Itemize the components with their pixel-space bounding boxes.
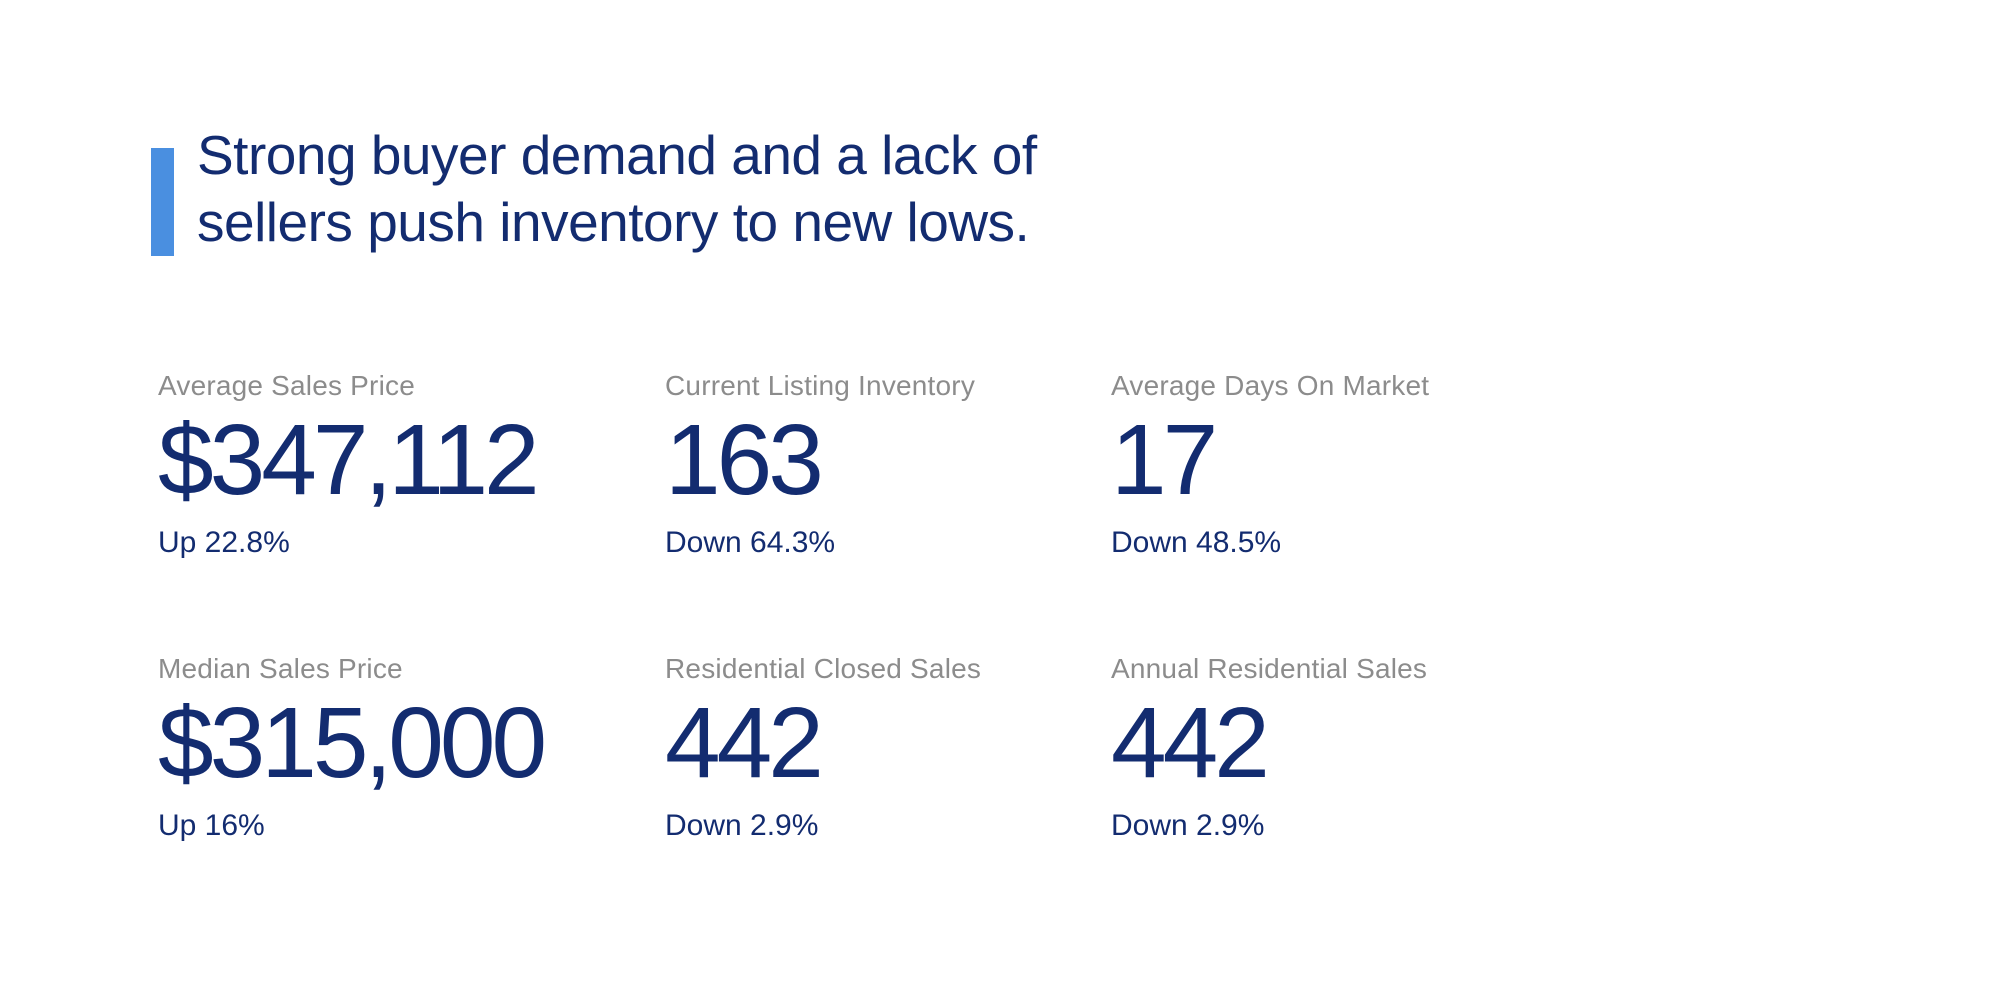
- stat-value: 442: [1111, 687, 1270, 799]
- stat-change: Down 48.5%: [1111, 526, 1282, 559]
- stat-value: $315,000: [158, 687, 547, 799]
- stat-label: Annual Residential Sales: [1111, 653, 1428, 684]
- stat-label: Current Listing Inventory: [665, 370, 976, 401]
- headline-line-2: sellers push inventory to new lows.: [197, 191, 1030, 253]
- stat-change: Down 64.3%: [665, 526, 836, 559]
- stat-card-average-days-on-market: Average Days On Market 17 Down 48.5%: [1111, 372, 1429, 558]
- stat-value: 163: [665, 404, 824, 516]
- stat-change: Up 22.8%: [158, 526, 290, 559]
- stat-label: Residential Closed Sales: [665, 653, 982, 684]
- stat-card-median-sales-price: Median Sales Price $315,000 Up 16%: [158, 653, 547, 842]
- stat-value: 442: [665, 687, 824, 799]
- stat-label: Average Sales Price: [158, 370, 415, 401]
- stat-value: $347,112: [158, 404, 540, 516]
- stat-value: 17: [1111, 404, 1218, 516]
- headline-line-1: Strong buyer demand and a lack of: [197, 124, 1037, 186]
- stat-card-average-sales-price: Average Sales Price $347,112 Up 22.8%: [158, 370, 540, 559]
- stat-card-current-listing-inventory: Current Listing Inventory 163 Down 64.3%: [665, 372, 975, 558]
- stat-card-annual-residential-sales: Annual Residential Sales 442 Down 2.9%: [1111, 655, 1427, 841]
- page-title: Strong buyer demand and a lack of seller…: [197, 122, 1037, 256]
- headline-accent-bar: [151, 148, 174, 256]
- stat-label: Median Sales Price: [158, 653, 403, 684]
- stat-change: Up 16%: [158, 809, 265, 842]
- stat-change: Down 2.9%: [665, 809, 819, 842]
- stat-label: Average Days On Market: [1111, 370, 1430, 401]
- stat-change: Down 2.9%: [1111, 809, 1265, 842]
- stat-card-residential-closed-sales: Residential Closed Sales 442 Down 2.9%: [665, 655, 981, 841]
